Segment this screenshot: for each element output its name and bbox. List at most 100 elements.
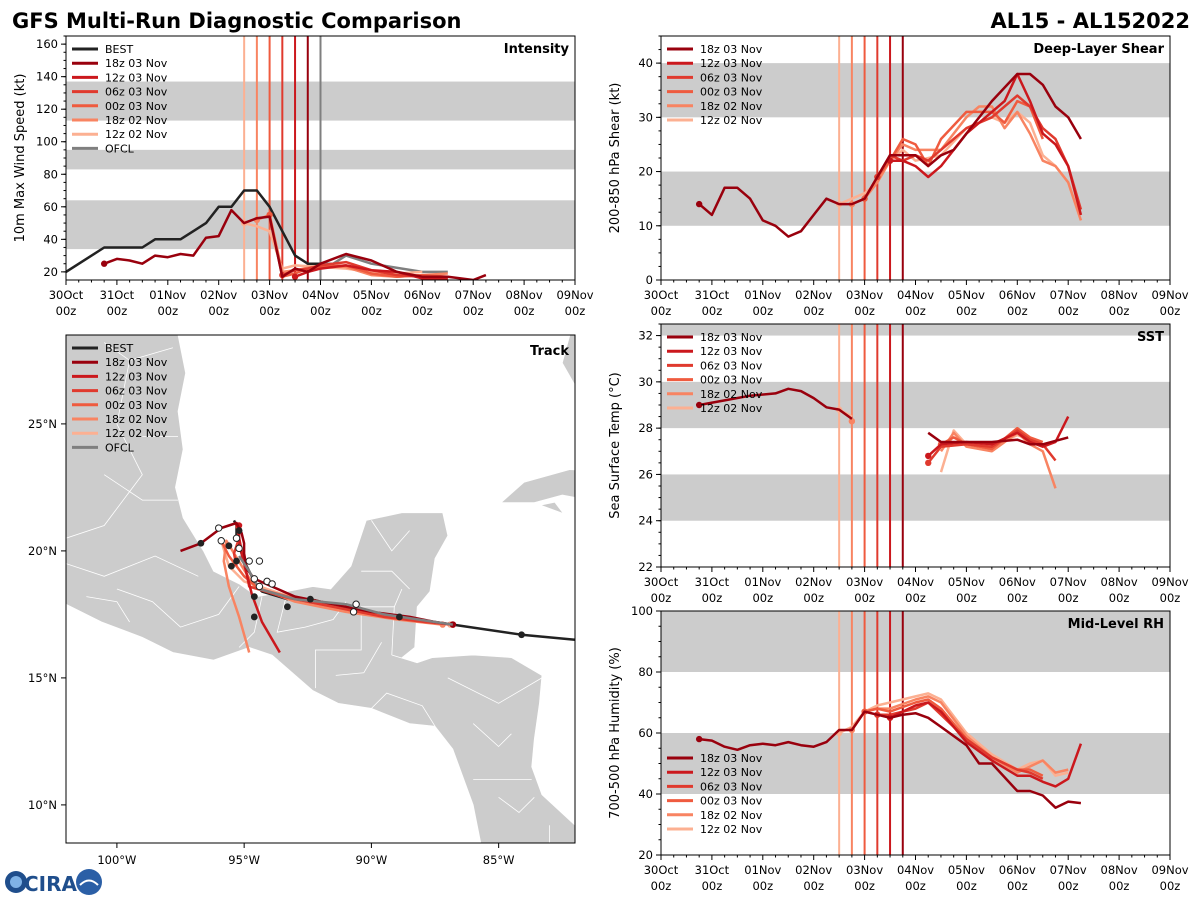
x-tick-label-hour: 00z [463, 304, 484, 318]
series-12z-03-nov-line [890, 72, 1083, 216]
y-tick-label: 100 [36, 135, 58, 149]
x-tick-label-date: 08Nov [1101, 863, 1138, 877]
x-tick-label-date: 02Nov [795, 863, 832, 877]
legend-label: 12z 02 Nov [700, 823, 763, 836]
shade-band [661, 474, 1170, 521]
series-18z-03-nov-line [698, 387, 853, 420]
x-tick-label-hour: 00z [854, 879, 875, 893]
state-border [276, 591, 347, 633]
series-12z-03-nov-init-dot [925, 452, 932, 460]
y-tick-label: 40 [43, 232, 58, 246]
track-position-open-dot [255, 582, 264, 591]
legend-label: 18z 02 Nov [700, 809, 763, 822]
best-position-dot [395, 613, 403, 621]
x-tick-label-date: 06Nov [999, 863, 1036, 877]
state-border [472, 723, 512, 748]
track-position-open-dot [215, 524, 223, 532]
x-tick-label-date: 02Nov [795, 288, 832, 302]
legend-label: OFCL [105, 142, 135, 155]
y-tick-label: 140 [36, 70, 58, 84]
lon-tick-label: 90°W [356, 853, 388, 867]
y-tick-label: 0 [646, 273, 653, 287]
legend-label: BEST [105, 342, 133, 355]
y-tick-label: 26 [638, 467, 653, 481]
state-border [371, 520, 410, 552]
series-18z-03-nov-line [698, 72, 1082, 238]
series-18z-03-nov-line [927, 431, 1069, 446]
legend-label: 06z 03 Nov [700, 359, 763, 372]
x-tick-label-hour: 00z [1109, 591, 1130, 605]
x-tick-label-date: 08Nov [506, 288, 543, 302]
series-00z-03-nov-line [940, 426, 1044, 451]
state-border [498, 796, 535, 814]
x-tick-label-hour: 00z [361, 304, 382, 318]
lat-tick-label: 25°N [28, 417, 57, 431]
x-tick-label-date: 03Nov [846, 575, 883, 589]
map-body [66, 335, 575, 843]
plot-body [66, 36, 575, 280]
legend-label: 12z 02 Nov [105, 128, 168, 141]
y-axis-label: Sea Surface Temp (°C) [608, 372, 623, 519]
legend-label: 12z 03 Nov [700, 57, 763, 70]
x-tick-label-hour: 00z [752, 591, 773, 605]
state-border [86, 596, 130, 623]
x-tick-label-hour: 00z [1160, 591, 1181, 605]
y-tick-label: 22 [638, 560, 653, 574]
track-18z-02-nov [222, 539, 443, 653]
state-border [335, 642, 382, 676]
x-tick-label-date: 06Nov [999, 288, 1036, 302]
lon-tick-label: 95°W [228, 853, 260, 867]
legend-label: 00z 03 Nov [105, 100, 168, 113]
plot-body [661, 36, 1170, 280]
legend-label: 06z 03 Nov [700, 71, 763, 84]
y-tick-label: 60 [43, 200, 58, 214]
x-tick-label-hour: 00z [905, 879, 926, 893]
x-tick-label-date: 01Nov [744, 288, 781, 302]
track-position-open-dot [250, 575, 259, 583]
best-position-dot [250, 593, 258, 601]
x-tick-label-hour: 00z [651, 304, 672, 318]
series-18z-03-nov-init-dot [695, 200, 703, 208]
series-18z-02-nov-init-dot [848, 418, 856, 425]
legend-label: 18z 03 Nov [700, 752, 763, 765]
x-tick-label-date: 08Nov [1101, 288, 1138, 302]
legend-label: BEST [105, 43, 133, 56]
series-18z-03-nov-line [103, 208, 487, 280]
lat-tick-label: 20°N [28, 544, 57, 558]
y-tick-label: 30 [638, 375, 653, 389]
x-tick-label-date: 05Nov [948, 288, 985, 302]
panel-title: SST [1137, 330, 1164, 345]
track-position-open-dot [352, 600, 360, 608]
x-tick-label-hour: 00z [803, 879, 824, 893]
legend-label: OFCL [105, 441, 135, 454]
series-12z-03-nov-line [889, 701, 1083, 788]
x-tick-label-hour: 00z [1007, 879, 1028, 893]
x-tick-label-date: 31Oct [695, 288, 730, 302]
legend-label: 00z 03 Nov [105, 399, 168, 412]
series-12z-03-nov-init-dot [291, 273, 299, 280]
x-tick-label-hour: 00z [702, 591, 723, 605]
legend-label: 00z 03 Nov [700, 795, 763, 808]
x-tick-label-hour: 00z [1007, 591, 1028, 605]
y-tick-label: 24 [638, 514, 653, 528]
state-border [116, 586, 240, 628]
panel-title: Track [530, 344, 569, 359]
track-position-open-dot [268, 580, 276, 588]
x-tick-label-hour: 00z [854, 591, 875, 605]
x-tick-label-hour: 00z [752, 304, 773, 318]
state-border [371, 692, 436, 727]
x-tick-label-date: 05Nov [353, 288, 390, 302]
x-tick-label-date: 04Nov [897, 575, 934, 589]
x-tick-label-date: 31Oct [695, 575, 730, 589]
best-line [66, 189, 321, 273]
x-tick-label-hour: 00z [310, 304, 331, 318]
legend-label: 12z 02 Nov [700, 402, 763, 415]
x-tick-label-hour: 00z [752, 879, 773, 893]
legend-label: 12z 03 Nov [105, 370, 168, 383]
y-tick-label: 120 [36, 102, 58, 116]
legend-label: 18z 03 Nov [700, 331, 763, 344]
state-border [393, 588, 403, 607]
